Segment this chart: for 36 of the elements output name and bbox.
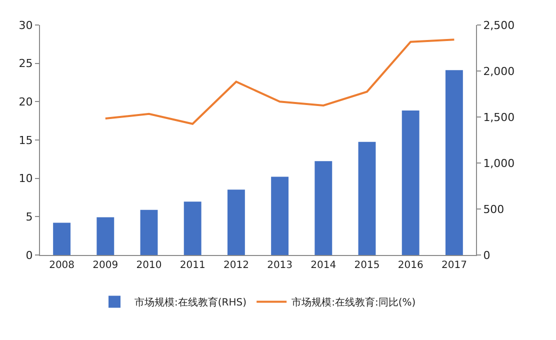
- bar: [445, 70, 463, 255]
- y2-tick-label: 1,000: [483, 156, 515, 170]
- bar: [314, 161, 332, 255]
- y2-tick-label: 2,500: [483, 18, 515, 32]
- y-tick-label: 20: [18, 96, 33, 109]
- x-tick-label: 2013: [267, 260, 293, 271]
- y2-tick-label: 500: [483, 202, 504, 216]
- x-tick-label: 2009: [92, 260, 118, 271]
- legend-label: 市场规模:在线教育(RHS): [134, 296, 247, 309]
- y-tick-label: 15: [18, 134, 33, 147]
- bar: [271, 176, 289, 255]
- y2-tick-label: 0: [483, 248, 490, 262]
- bar: [184, 202, 202, 255]
- x-tick-label: 2016: [398, 260, 424, 271]
- y-tick-label: 30: [18, 18, 33, 32]
- x-tick-label: 2017: [441, 260, 467, 271]
- bar: [96, 217, 114, 255]
- bar: [140, 210, 158, 255]
- bar: [53, 222, 71, 255]
- x-tick-label: 2014: [310, 260, 336, 271]
- x-tick-label: 2015: [354, 260, 380, 271]
- legend-label: 市场规模:在线教育:同比(%): [292, 296, 416, 309]
- bar: [358, 142, 376, 255]
- y2-tick-label: 1,500: [483, 110, 515, 124]
- line-series: [104, 38, 456, 125]
- y-tick-label: 25: [18, 57, 33, 70]
- y2-tick-label: 2,000: [483, 64, 515, 78]
- x-tick-label: 2010: [136, 260, 162, 271]
- y-tick-label: 10: [18, 172, 33, 186]
- bar: [402, 110, 420, 255]
- x-tick-label: 2011: [180, 260, 206, 271]
- x-tick-label: 2012: [223, 260, 249, 271]
- bar: [227, 190, 245, 255]
- x-tick-label: 2008: [49, 260, 75, 271]
- y-tick-label: 5: [26, 210, 33, 224]
- y-tick-label: 0: [26, 248, 33, 262]
